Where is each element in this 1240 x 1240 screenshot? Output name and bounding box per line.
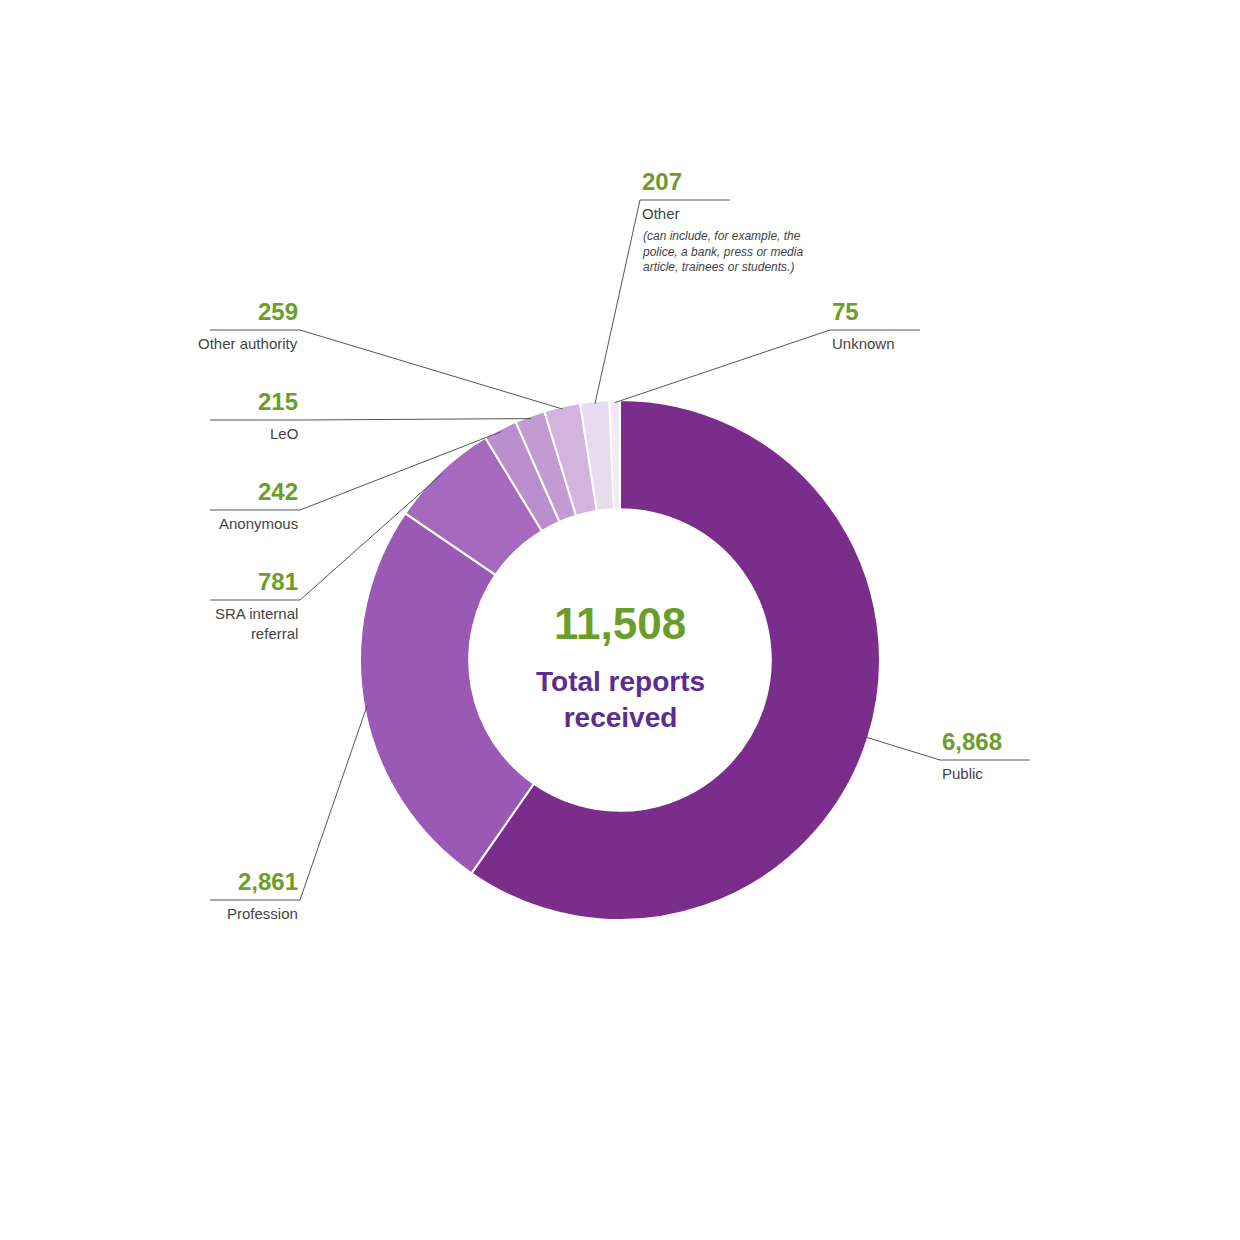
svg-text:781: 781 (258, 568, 298, 595)
svg-text:207: 207 (642, 168, 682, 195)
svg-text:Other: Other (642, 205, 680, 222)
svg-text:Unknown: Unknown (832, 335, 895, 352)
svg-text:6,868: 6,868 (942, 728, 1002, 755)
svg-text:Public: Public (942, 765, 983, 782)
svg-text:11,508: 11,508 (554, 599, 686, 648)
svg-text:Profession: Profession (227, 905, 298, 922)
svg-text:Total reportsreceived: Total reportsreceived (536, 666, 705, 733)
svg-text:SRA internalreferral: SRA internalreferral (215, 605, 298, 642)
svg-text:215: 215 (258, 388, 298, 415)
svg-text:(can include, for example, the: (can include, for example, thepolice, a … (642, 229, 803, 274)
svg-text:2,861: 2,861 (238, 868, 298, 895)
svg-text:75: 75 (832, 298, 859, 325)
svg-text:Other authority: Other authority (198, 335, 298, 352)
svg-text:LeO: LeO (270, 425, 298, 442)
svg-text:242: 242 (258, 478, 298, 505)
svg-text:259: 259 (258, 298, 298, 325)
svg-text:Anonymous: Anonymous (219, 515, 298, 532)
